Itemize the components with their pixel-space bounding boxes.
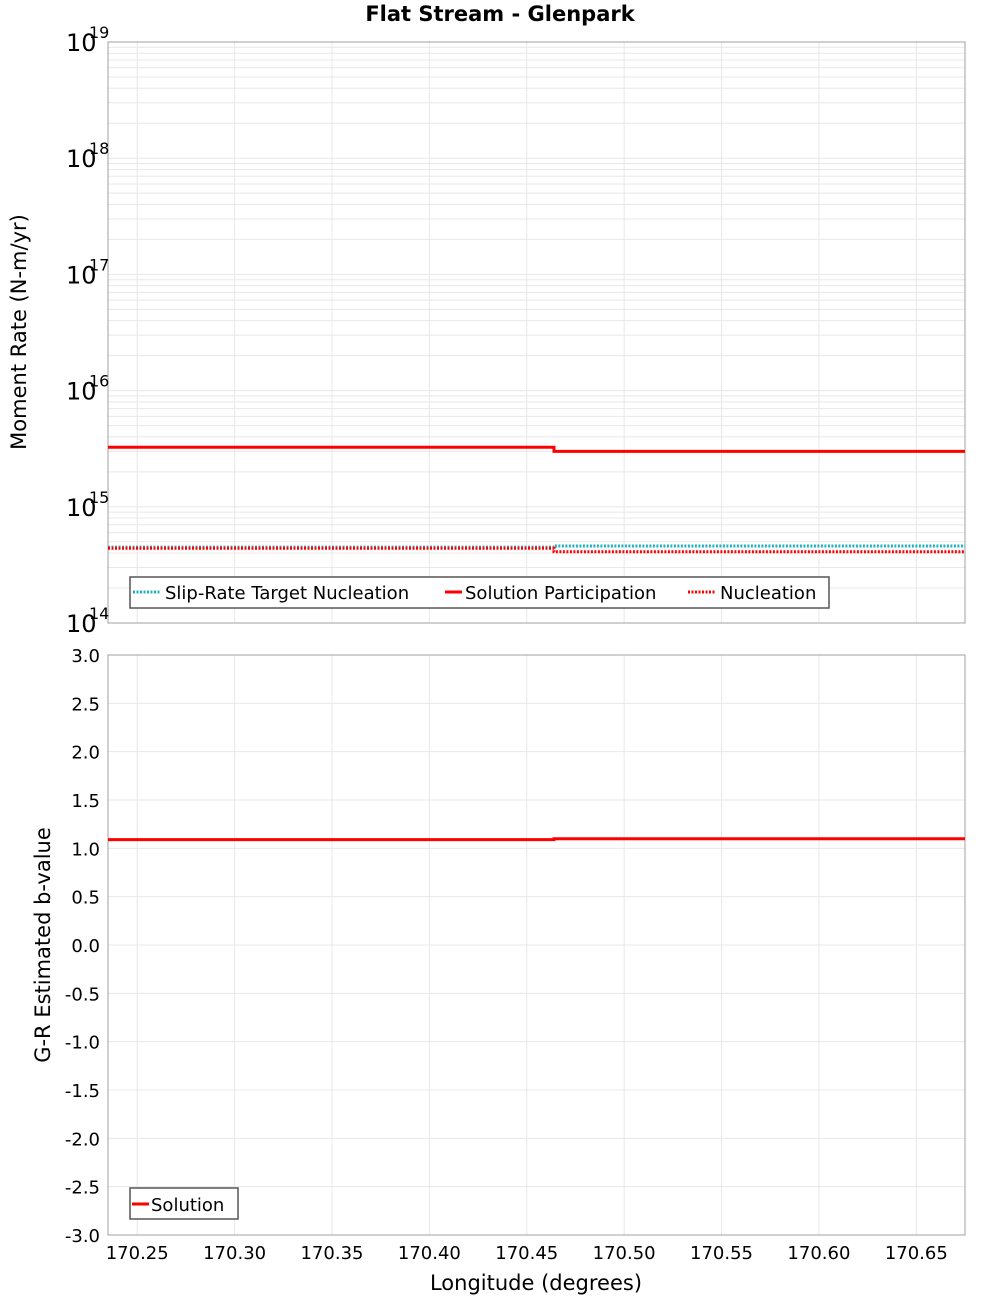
bottom-y-axis-label: G-R Estimated b-value (31, 827, 55, 1063)
bottom-legend: Solution (130, 1188, 238, 1219)
y-tick-exponent: 15 (89, 488, 109, 507)
y-tick-label: 2.0 (71, 743, 100, 764)
x-tick-label: 170.25 (106, 1243, 169, 1264)
legend-nucleation-label: Nucleation (720, 583, 816, 604)
x-tick-label: 170.35 (300, 1243, 363, 1264)
y-tick-label: -1.5 (65, 1081, 100, 1102)
x-axis-ticks: 170.25 170.30 170.35 170.40 170.45 170.50 170.… (106, 1243, 948, 1264)
y-tick-label: 3.0 (71, 646, 100, 667)
x-tick-label: 170.30 (203, 1243, 266, 1264)
top-plot-series (108, 447, 965, 552)
series-line (108, 839, 965, 840)
y-tick-label: 0.5 (71, 888, 100, 909)
legend-bvalue-solution-label: Solution (151, 1195, 224, 1216)
top-y-axis-label: Moment Rate (N-m/yr) (7, 214, 31, 450)
top-plot-grid (108, 42, 965, 623)
legend-target-label: Slip-Rate Target Nucleation (165, 583, 409, 604)
y-tick-exponent: 14 (89, 604, 109, 623)
y-tick-label: -0.5 (65, 984, 100, 1005)
top-plot-y-ticks: 101910181017101610151014 (66, 23, 109, 638)
y-tick-exponent: 19 (89, 23, 109, 42)
y-tick-label: -3.0 (65, 1226, 100, 1247)
top-plot-frame (108, 42, 965, 623)
bottom-plot-y-ticks: 3.0 2.5 2.0 1.5 1.0 0.5 0.0 -0.5 -1.0 -1.5 -2.0 -2.… (65, 646, 100, 1247)
top-legend: Slip-Rate Target Nucleation Solution Par… (130, 577, 829, 608)
y-tick-label: -2.5 (65, 1178, 100, 1199)
y-tick-label: 1.0 (71, 839, 100, 860)
y-tick-label: -1.0 (65, 1033, 100, 1054)
series-line (108, 447, 965, 451)
x-axis-label: Longitude (degrees) (430, 1271, 642, 1295)
legend-solution-label: Solution Participation (465, 583, 656, 604)
y-tick-exponent: 18 (89, 139, 109, 158)
x-tick-label: 170.65 (885, 1243, 948, 1264)
bottom-plot-grid (108, 655, 965, 1235)
y-tick-label: 1.5 (71, 791, 100, 812)
y-tick-exponent: 16 (89, 372, 109, 391)
y-tick-label: -2.0 (65, 1129, 100, 1150)
x-tick-label: 170.55 (690, 1243, 753, 1264)
y-tick-exponent: 17 (89, 255, 109, 274)
x-tick-label: 170.40 (398, 1243, 461, 1264)
series-line (108, 548, 965, 552)
x-tick-label: 170.45 (495, 1243, 558, 1264)
y-tick-label: 0.0 (71, 936, 100, 957)
x-tick-label: 170.60 (787, 1243, 850, 1264)
x-tick-label: 170.50 (593, 1243, 656, 1264)
chart-canvas: 101910181017101610151014 Moment Rate (N-… (0, 0, 1000, 1300)
y-tick-label: 2.5 (71, 694, 100, 715)
bottom-plot-series (108, 839, 965, 840)
